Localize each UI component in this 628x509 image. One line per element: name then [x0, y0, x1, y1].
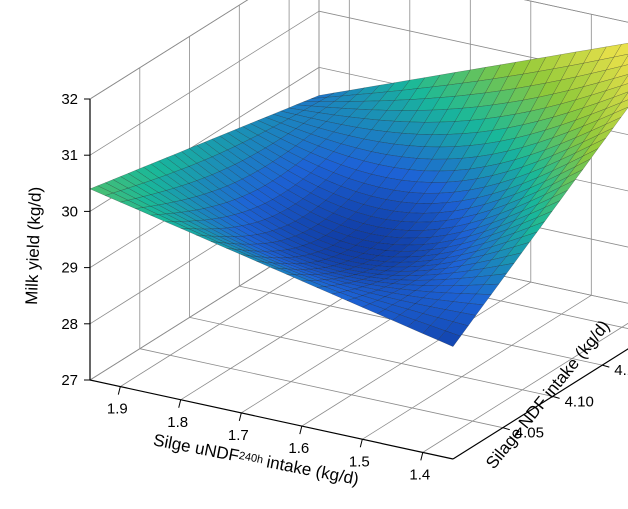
y-tick-label: 4.10 — [565, 393, 594, 410]
x-tick-label: 1.4 — [409, 466, 430, 483]
y-tick-label: 4.15 — [614, 362, 628, 379]
x-axis-title: Silge uNDF240hintake (kg/d) — [152, 430, 361, 489]
floor-x-gridline — [301, 281, 532, 427]
x-tick-mark — [238, 412, 242, 422]
z-tick-label: 27 — [61, 372, 78, 389]
x-tick-mark — [420, 452, 424, 461]
x-tick-label: 1.6 — [288, 440, 309, 457]
surface-cell — [621, 55, 628, 67]
floor-x-gridline — [422, 322, 628, 453]
y-axis-line — [452, 348, 628, 460]
x-tick-label: 1.7 — [228, 427, 249, 444]
x-axis-title-subscript: 240h — [238, 450, 264, 466]
floor-y-gridline — [189, 317, 553, 397]
y-tick-label: 4.05 — [515, 425, 544, 442]
z-axis-title: Milk yield (kg/d) — [22, 186, 45, 305]
x-axis-line — [89, 379, 454, 460]
floor-y-gridline — [139, 348, 503, 429]
tick-labels: 27 28 29 30 31 32 1.9 1.8 1.7 1.6 1.5 1.4 4.05 4.10 4.… — [61, 91, 628, 483]
surface-cell — [620, 92, 628, 103]
x-tick-label: 1.5 — [349, 453, 370, 470]
z-tick-label: 30 — [61, 203, 78, 220]
x-tick-label: 1.9 — [107, 401, 128, 418]
z-tick-label: 29 — [61, 260, 78, 277]
back-wall-z-gridline — [523, 0, 628, 23]
x-tick-mark — [299, 425, 303, 435]
x-tick-label: 1.8 — [167, 414, 188, 431]
surface-cell — [620, 75, 628, 87]
x-tick-mark — [178, 399, 182, 408]
axis-lines — [84, 98, 628, 461]
floor-x-gridline — [362, 294, 592, 440]
surface — [89, 43, 628, 347]
surface-cell — [437, 330, 461, 347]
surface-cell — [89, 185, 114, 196]
y-tick-mark — [502, 427, 510, 431]
x-tick-mark — [359, 439, 363, 448]
x-tick-mark — [117, 386, 121, 395]
left-wall-z-gridline — [89, 0, 249, 100]
z-tick-label: 32 — [61, 91, 78, 108]
y-tick-mark — [602, 364, 610, 368]
z-tick-label: 28 — [61, 316, 78, 333]
left-wall-z-gridline — [89, 10, 320, 156]
x-axis-title-suffix: intake (kg/d) — [265, 452, 360, 489]
y-tick-mark — [552, 395, 560, 399]
z-tick-label: 31 — [61, 147, 78, 164]
